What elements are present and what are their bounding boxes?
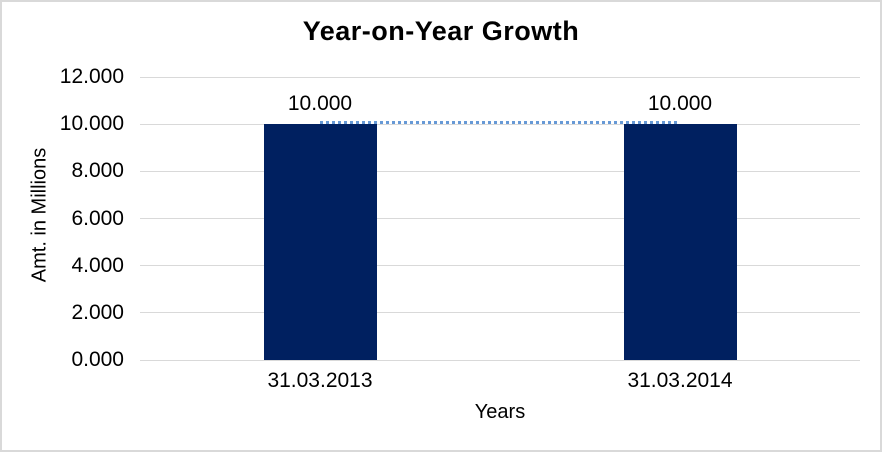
gridline <box>140 265 860 267</box>
x-category-label: 31.03.2013 <box>267 369 373 392</box>
gridline <box>140 123 860 125</box>
gridline <box>140 312 860 314</box>
y-tick-label: 2.000 <box>71 300 124 324</box>
y-tick-label: 4.000 <box>71 253 124 277</box>
y-tick-label: 6.000 <box>71 206 124 230</box>
chart-title: Year-on-Year Growth <box>302 16 580 46</box>
trendline <box>320 121 680 125</box>
y-tick-label: 12.000 <box>59 65 124 88</box>
gridline <box>140 218 860 219</box>
bar-data-label: 10.000 <box>647 92 713 116</box>
gridline <box>140 359 860 361</box>
bar-data-label: 10.000 <box>287 92 353 116</box>
y-tick-label: 10.000 <box>59 112 124 136</box>
gridline <box>140 170 860 172</box>
x-axis-title: Years <box>474 401 526 423</box>
y-tick-label: 0.000 <box>71 348 124 371</box>
bar <box>623 124 737 360</box>
x-category-label: 31.03.2014 <box>627 369 733 392</box>
bar <box>263 124 377 360</box>
y-tick-label: 8.000 <box>71 159 124 183</box>
gridline <box>140 76 860 78</box>
